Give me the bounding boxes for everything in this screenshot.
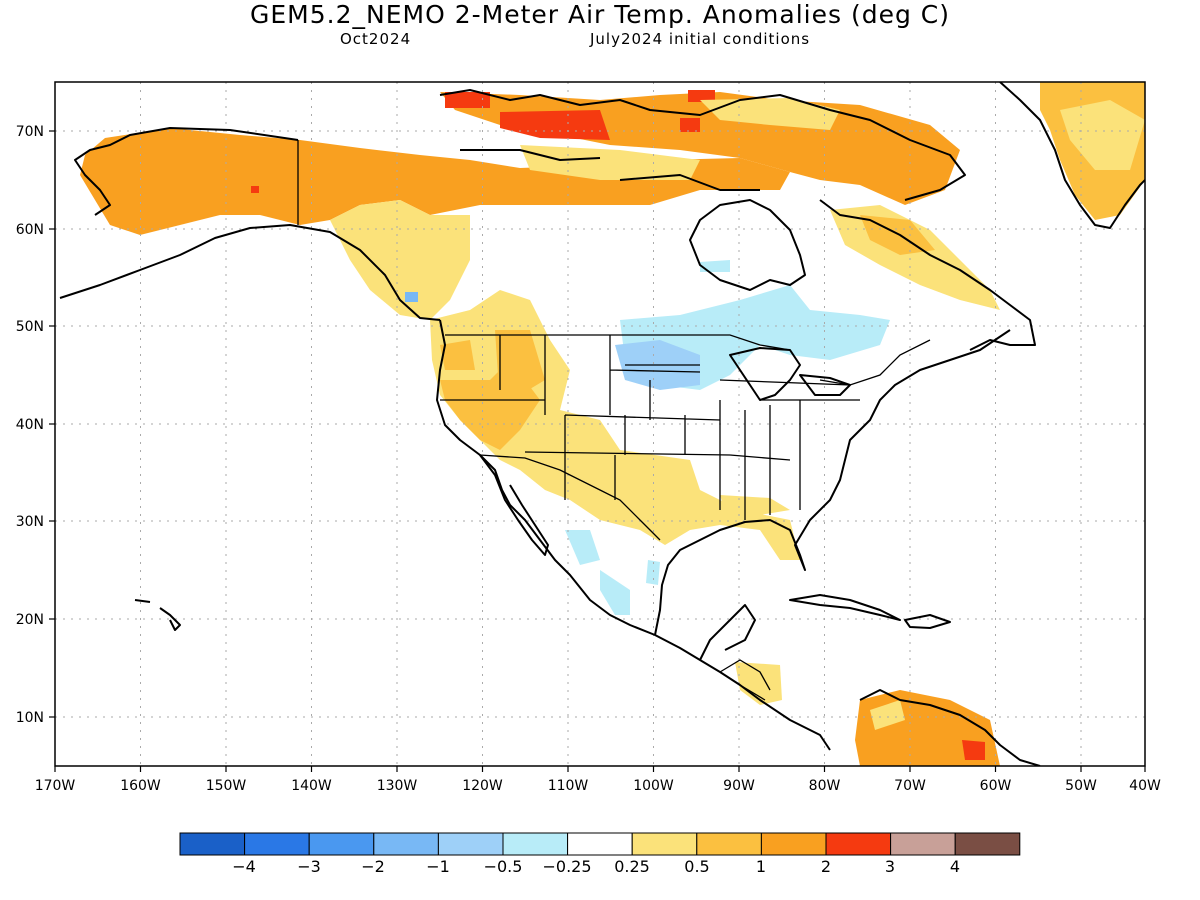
lon-label: 90W — [723, 778, 755, 794]
map-title: GEM5.2_NEMO 2-Meter Air Temp. Anomalies … — [250, 0, 950, 29]
west-coast — [436, 319, 831, 751]
initial-conditions: July2024 initial conditions — [590, 30, 811, 48]
longitude-labels: 170W 160W 150W 140W 130W 120W 110W 100W … — [35, 778, 1161, 794]
greenland-coastline — [999, 82, 1145, 229]
lon-label: 50W — [1065, 778, 1097, 794]
lat-label: 40N — [16, 417, 44, 433]
legend-label: 0.5 — [684, 857, 709, 876]
yukon-light-region — [330, 200, 470, 320]
coastlines — [59, 82, 1145, 766]
legend-labels: −4 −3 −2 −1 −0.5 −0.25 0.25 0.5 1 2 3 4 — [232, 857, 960, 876]
lon-label: 80W — [809, 778, 841, 794]
lon-label: 110W — [548, 778, 589, 794]
forecast-month: Oct2024 — [340, 30, 412, 48]
gridlines — [55, 82, 1145, 766]
hudson-bay-coastline — [689, 199, 806, 291]
us-mexico-border — [479, 454, 661, 541]
legend-label: −1 — [426, 857, 450, 876]
legend-swatch — [244, 832, 310, 856]
legend-swatch — [890, 832, 956, 856]
arctic-light-region — [700, 98, 840, 130]
south-america-light-region — [870, 700, 905, 730]
lon-label: 100W — [633, 778, 674, 794]
legend-swatch — [567, 832, 633, 856]
labrador-coastline — [819, 199, 1036, 351]
cuba-coastline — [789, 594, 901, 621]
arctic-hot-region — [500, 110, 610, 140]
legend-swatch — [437, 832, 504, 856]
bc-cool-region — [405, 292, 418, 302]
greenland-light-region — [1060, 100, 1145, 170]
lat-label: 70N — [16, 124, 44, 140]
central-america-light-region — [735, 662, 782, 705]
great-lakes-outline — [729, 347, 851, 401]
legend-swatch — [696, 832, 762, 856]
lon-label: 160W — [120, 778, 161, 794]
lon-label: 170W — [35, 778, 76, 794]
legend-label: 3 — [885, 857, 895, 876]
legend-label: 4 — [950, 857, 960, 876]
legend-label: −2 — [361, 857, 385, 876]
legend-swatch — [308, 832, 375, 856]
arctic-islands-coastline — [439, 89, 966, 201]
south-america-coastline — [859, 689, 1041, 766]
arctic-hot-region — [445, 92, 490, 108]
legend-swatch — [954, 832, 1021, 856]
legend-label: −4 — [232, 857, 256, 876]
arctic-light-region — [520, 145, 700, 180]
lon-label: 140W — [291, 778, 332, 794]
lon-label: 60W — [980, 778, 1012, 794]
lon-label: 120W — [462, 778, 503, 794]
legend-swatch — [760, 832, 827, 856]
lon-label: 150W — [206, 778, 247, 794]
south-america-hot-region — [962, 740, 985, 760]
legend-swatch — [373, 832, 439, 856]
lat-label: 60N — [16, 222, 44, 238]
hawaii-outline — [134, 599, 181, 631]
color-legend: −4 −3 −2 −1 −0.5 −0.25 0.25 0.5 1 2 3 4 — [179, 832, 1021, 876]
central-america-borders — [719, 659, 771, 701]
idaho-warm-region — [495, 330, 545, 395]
latitude-labels: 10N 20N 30N 40N 50N 60N 70N — [16, 124, 44, 726]
alaska-coastline — [59, 127, 441, 321]
gulf-coast-light-region — [720, 495, 790, 515]
legend-label: −0.25 — [542, 857, 591, 876]
canada-us-border — [445, 334, 931, 386]
tick-marks — [49, 130, 1146, 772]
legend-label: −3 — [297, 857, 321, 876]
legend-swatch — [179, 832, 246, 856]
lon-label: 130W — [377, 778, 418, 794]
political-borders — [297, 140, 931, 701]
state-borders — [440, 335, 860, 520]
legend-swatch — [631, 832, 698, 856]
hispaniola-coastline — [904, 614, 951, 629]
arctic-hot-region — [680, 118, 700, 132]
gulf-coastline — [654, 329, 1011, 636]
quebec-light-region — [830, 205, 1000, 310]
legend-label: 0.25 — [614, 857, 650, 876]
legend-label: 1 — [756, 857, 766, 876]
arctic-hot-region — [688, 90, 715, 102]
alaska-hot-spot — [251, 186, 259, 193]
mexico-cool-region — [600, 570, 630, 615]
pacific-nw-warm-region — [440, 340, 475, 370]
mexico-cool-region — [565, 530, 600, 565]
lon-label: 70W — [894, 778, 926, 794]
baja-coastline — [479, 454, 549, 556]
lat-label: 10N — [16, 710, 44, 726]
lon-label: 40W — [1129, 778, 1161, 794]
yucatan-coastline — [699, 604, 756, 661]
lat-label: 20N — [16, 612, 44, 628]
legend-label: 2 — [821, 857, 831, 876]
lat-label: 30N — [16, 514, 44, 530]
legend-swatch — [825, 832, 892, 856]
mexico-cool-region — [646, 560, 660, 585]
legend-swatch — [502, 832, 569, 856]
legend-swatches — [179, 832, 1021, 856]
lat-label: 50N — [16, 319, 44, 335]
hudson-cool-region — [700, 260, 730, 272]
legend-label: −0.5 — [484, 857, 523, 876]
alaska-warm-region — [80, 128, 790, 235]
